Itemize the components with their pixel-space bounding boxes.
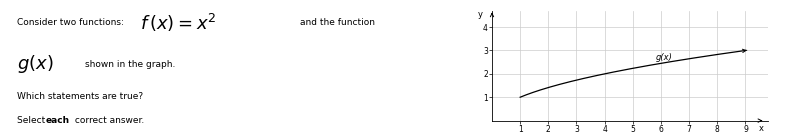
Text: y: y xyxy=(478,10,483,19)
Text: each: each xyxy=(46,116,70,125)
Text: correct answer.: correct answer. xyxy=(71,116,144,125)
Text: shown in the graph.: shown in the graph. xyxy=(85,60,175,69)
Text: Consider two functions:: Consider two functions: xyxy=(18,18,127,27)
Text: and the function: and the function xyxy=(300,18,375,27)
Text: x: x xyxy=(758,124,763,133)
Text: g(x): g(x) xyxy=(655,53,672,62)
Text: $g(x)$: $g(x)$ xyxy=(18,53,54,75)
Text: Which statements are true?: Which statements are true? xyxy=(18,92,143,101)
Text: $f\,(x) = x^2$: $f\,(x) = x^2$ xyxy=(140,12,217,34)
Text: Select: Select xyxy=(18,116,49,125)
